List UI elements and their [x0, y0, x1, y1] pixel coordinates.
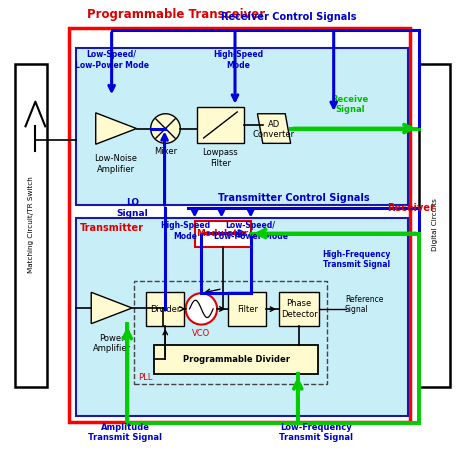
Text: Receiver: Receiver [388, 203, 435, 213]
Text: High-Speed
Mode: High-Speed Mode [213, 50, 264, 70]
Bar [76, 218, 407, 416]
Text: Lowpass
Filter: Lowpass Filter [203, 148, 238, 168]
Text: Divider: Divider [150, 305, 180, 314]
Bar [134, 281, 327, 384]
Bar [197, 107, 244, 144]
Text: Low-Speed/
Low-Power Mode: Low-Speed/ Low-Power Mode [214, 221, 288, 241]
Text: High-Speed
Mode: High-Speed Mode [161, 221, 211, 241]
Circle shape [151, 114, 180, 144]
Text: Phase
Detector: Phase Detector [281, 299, 318, 319]
Text: Digital Circuits: Digital Circuits [431, 198, 438, 252]
Polygon shape [96, 113, 136, 144]
Text: High-Frequency
Transmit Signal: High-Frequency Transmit Signal [322, 250, 390, 269]
Text: Transmitter Control Signals: Transmitter Control Signals [218, 194, 369, 203]
Text: PLL: PLL [139, 373, 153, 382]
Bar [146, 292, 184, 326]
Text: Programmable Transceiver: Programmable Transceiver [87, 8, 265, 21]
Text: Reference
Signal: Reference Signal [345, 295, 383, 314]
Text: Transmitter: Transmitter [80, 223, 144, 233]
Text: Mixer: Mixer [154, 148, 177, 157]
Text: Programmable Divider: Programmable Divider [183, 355, 290, 364]
Text: Low-Noise
Amplifier: Low-Noise Amplifier [94, 154, 138, 174]
Bar [69, 27, 410, 423]
Polygon shape [258, 114, 290, 144]
Circle shape [186, 293, 217, 324]
Bar [15, 63, 47, 387]
Bar [419, 63, 450, 387]
Text: Low-Frequency
Transmit Signal: Low-Frequency Transmit Signal [279, 423, 353, 442]
Text: VCO: VCO [192, 329, 211, 338]
Text: Filter: Filter [237, 305, 258, 314]
Text: Amplitude
Transmit Signal: Amplitude Transmit Signal [88, 423, 162, 442]
Bar [195, 220, 251, 247]
Bar [76, 48, 407, 205]
Bar [279, 292, 319, 326]
Text: Receiver Control Signals: Receiver Control Signals [221, 12, 357, 22]
Text: Power
Amplifier: Power Amplifier [93, 333, 131, 353]
Polygon shape [91, 292, 132, 324]
Bar [154, 345, 318, 374]
Text: Matching Circuit/TR Switch: Matching Circuit/TR Switch [28, 176, 34, 273]
Bar [228, 292, 266, 326]
Text: Receive
Signal: Receive Signal [331, 95, 368, 114]
Text: AD
Converter: AD Converter [253, 120, 295, 139]
Text: Low-Speed/
Low-Power Mode: Low-Speed/ Low-Power Mode [75, 50, 149, 70]
Text: Modulator: Modulator [196, 229, 249, 238]
Text: LO
Signal: LO Signal [117, 198, 149, 218]
